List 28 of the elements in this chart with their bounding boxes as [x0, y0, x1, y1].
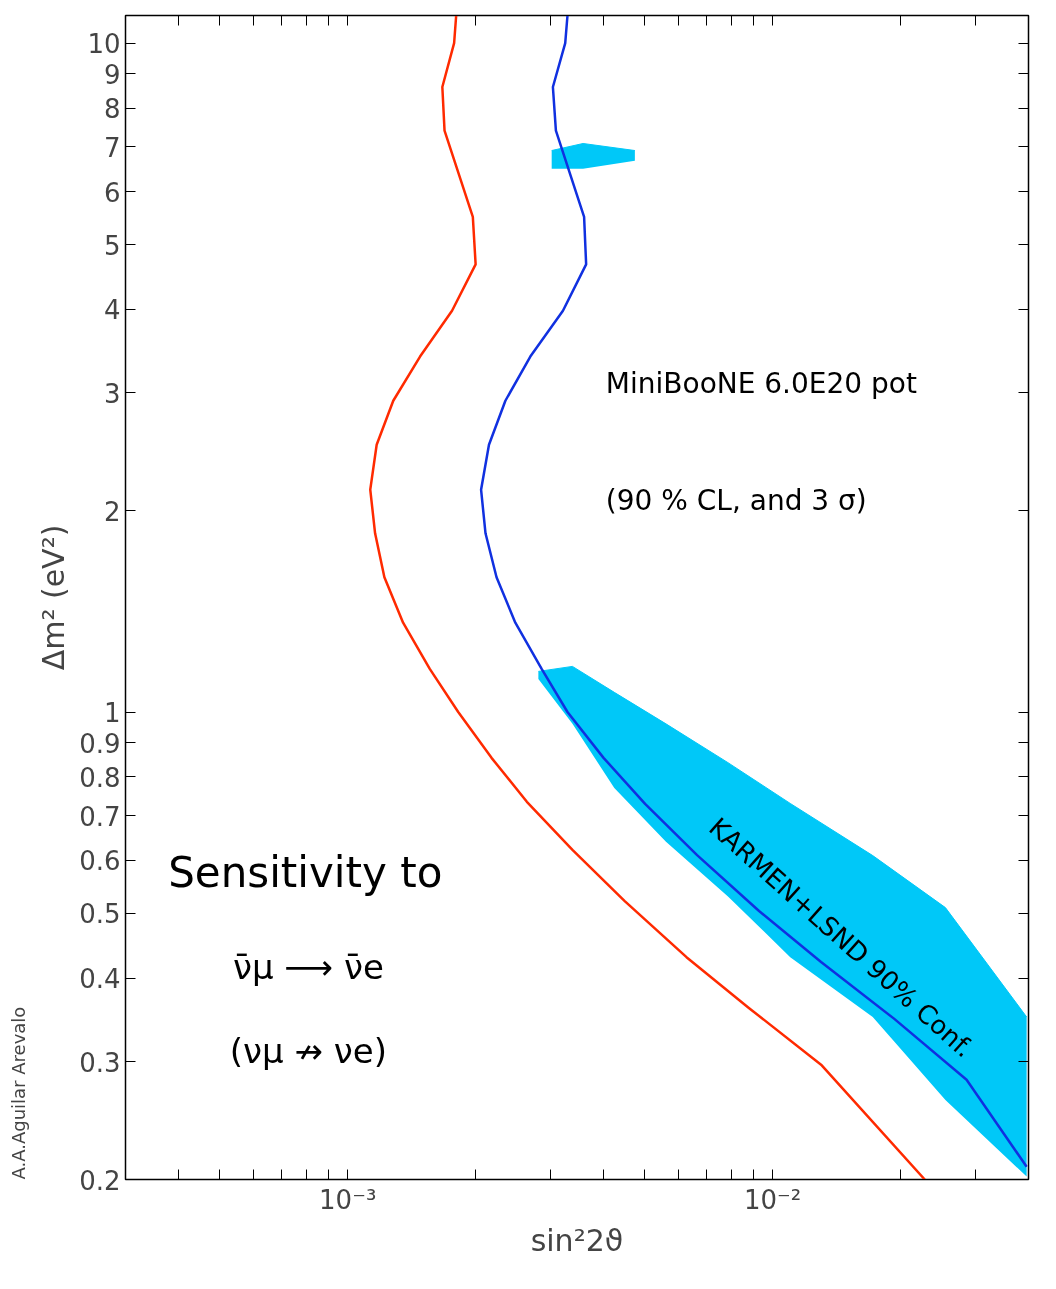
y-tick-label: 8	[103, 94, 121, 124]
y-tick-label: 0.8	[79, 762, 121, 793]
y-tick-label: 5	[103, 230, 121, 261]
x-tick-label: 10⁻²	[744, 1184, 802, 1215]
annotation: ν̄μ ⟶ ν̄e	[232, 947, 384, 988]
y-tick-label: 1	[103, 698, 121, 729]
y-tick-label: 9	[103, 59, 121, 90]
y-tick-label: 0.7	[79, 801, 121, 832]
annotation: (90 % CL, and 3 σ)	[605, 484, 867, 518]
y-tick-label: 7	[103, 132, 121, 163]
annotation: Sensitivity to	[168, 848, 443, 898]
y-tick-label: 10	[87, 29, 121, 60]
y-tick-label: 0.3	[79, 1047, 121, 1078]
annotation: MiniBooNE 6.0E20 pot	[605, 366, 917, 400]
y-tick-label: 0.9	[79, 728, 121, 759]
y-tick-label: 0.4	[79, 964, 121, 995]
y-tick-label: 3	[103, 378, 121, 409]
y-tick-label: 0.5	[79, 899, 121, 930]
y-tick-label: 2	[103, 496, 121, 527]
x-tick-label: 10⁻³	[319, 1184, 377, 1215]
y-tick-label: 4	[103, 295, 121, 326]
y-axis-title: Δm² (eV²)	[36, 524, 72, 671]
x-axis-title: sin²2ϑ	[530, 1222, 624, 1258]
y-tick-label: 6	[103, 177, 121, 208]
annotation: (νμ ↛ νe)	[229, 1031, 387, 1072]
y-tick-label: 0.2	[79, 1165, 121, 1196]
text: A.A.Aguilar Arevalo	[7, 1006, 29, 1180]
y-tick-label: 0.6	[79, 846, 121, 877]
